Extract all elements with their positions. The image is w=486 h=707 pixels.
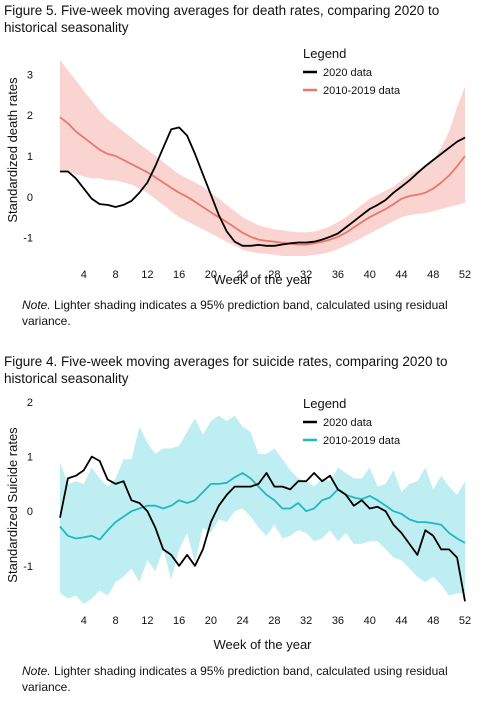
x-tick-label: 52 <box>459 615 471 627</box>
x-tick-label: 32 <box>300 615 312 627</box>
x-tick-label: 4 <box>81 615 87 627</box>
y-tick-label: 1 <box>27 151 33 163</box>
legend-title: Legend <box>303 396 346 411</box>
prediction-band <box>60 415 465 604</box>
y-tick-label: -1 <box>23 233 33 245</box>
note-label: Note. <box>22 664 51 678</box>
x-tick-label: 24 <box>237 615 249 627</box>
series-line-2020 <box>59 455 466 602</box>
figure-4-title: Figure 4. Five-week moving averages for … <box>4 354 448 386</box>
x-tick-label: 40 <box>364 615 376 627</box>
legend-label: 2010-2019 data <box>323 85 401 97</box>
x-tick-label: 44 <box>395 615 407 627</box>
x-tick-label: 48 <box>427 615 439 627</box>
y-tick-label: 3 <box>27 69 33 81</box>
x-tick-label: 12 <box>141 615 153 627</box>
x-axis-label: Week of the year <box>213 637 312 652</box>
y-tick-label: 0 <box>27 192 33 204</box>
x-axis-label: Week of the year <box>213 272 312 287</box>
y-tick-label: 2 <box>27 397 33 409</box>
x-tick-label: 8 <box>113 269 119 281</box>
x-tick-label: 32 <box>300 269 312 281</box>
y-tick-label: 2 <box>27 110 33 122</box>
x-tick-label: 20 <box>205 615 217 627</box>
x-tick-label: 24 <box>237 269 249 281</box>
series-line-2020 <box>60 126 466 247</box>
y-axis-label: Standardized Suicide rates <box>5 427 20 583</box>
x-tick-label: 12 <box>141 269 153 281</box>
x-tick-label: 52 <box>459 269 471 281</box>
prediction-band <box>60 60 465 256</box>
x-tick-label: 4 <box>81 269 87 281</box>
series-line-historical <box>59 116 466 246</box>
x-tick-label: 40 <box>364 269 376 281</box>
x-tick-label: 28 <box>268 269 280 281</box>
y-tick-label: 1 <box>27 452 33 464</box>
figure-4-note: Note. Lighter shading indicates a 95% pr… <box>22 663 482 695</box>
note-label: Note. <box>22 298 51 312</box>
legend-label: 2010-2019 data <box>323 435 401 447</box>
note-text: Lighter shading indicates a 95% predicti… <box>22 664 448 694</box>
figure-5-title: Figure 5. Five-week moving averages for … <box>4 3 440 35</box>
x-tick-label: 16 <box>173 269 185 281</box>
note-text: Lighter shading indicates a 95% predicti… <box>22 298 448 328</box>
x-tick-label: 20 <box>205 269 217 281</box>
x-tick-label: 48 <box>427 269 439 281</box>
x-tick-label: 36 <box>332 269 344 281</box>
x-tick-label: 28 <box>268 615 280 627</box>
series-line-historical <box>59 472 466 544</box>
x-tick-label: 16 <box>173 615 185 627</box>
legend-label: 2020 data <box>323 67 373 79</box>
legend-title: Legend <box>303 46 346 61</box>
x-tick-label: 8 <box>113 615 119 627</box>
y-tick-label: 0 <box>27 506 33 518</box>
y-tick-label: -1 <box>23 561 33 573</box>
x-tick-label: 36 <box>332 615 344 627</box>
x-tick-label: 44 <box>395 269 407 281</box>
y-axis-label: Standardized death rates <box>5 77 20 223</box>
figure-5-note: Note. Lighter shading indicates a 95% pr… <box>22 297 482 329</box>
legend-label: 2020 data <box>323 417 373 429</box>
